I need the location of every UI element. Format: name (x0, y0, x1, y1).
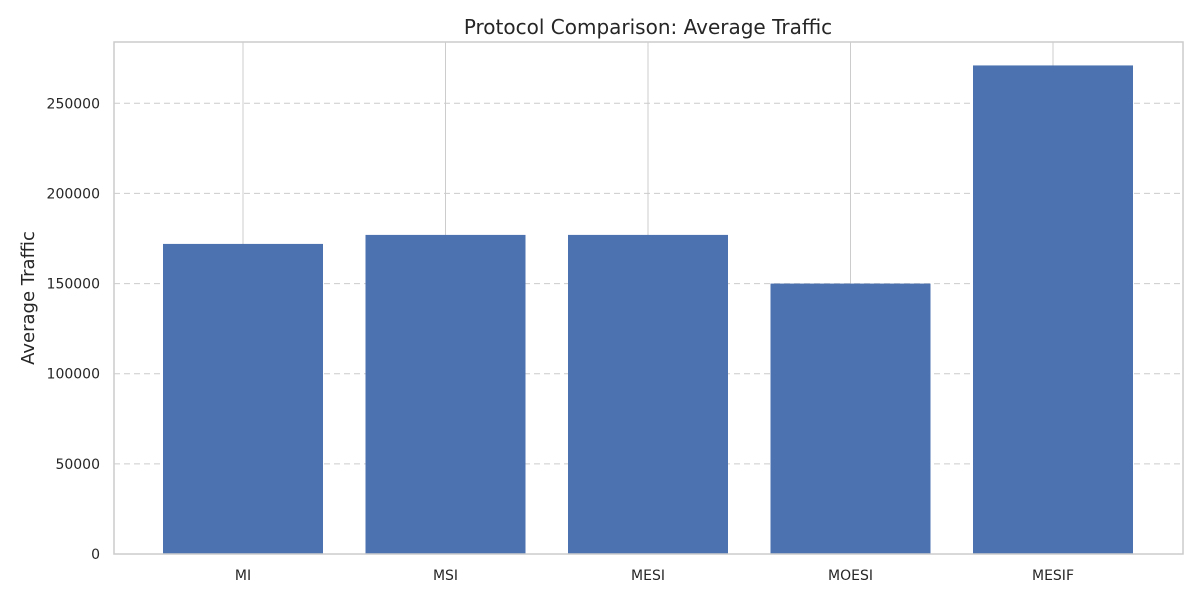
x-tick-label: MESIF (1032, 568, 1074, 584)
y-axis-ticks: 0 50000 100000 150000 200000 250000 (47, 96, 100, 563)
y-tick-label: 200000 (47, 186, 100, 202)
chart-title: Protocol Comparison: Average Traffic (464, 15, 832, 39)
y-tick-label: 250000 (47, 96, 100, 112)
bar-moesi (770, 283, 931, 554)
y-tick-label: 150000 (47, 277, 100, 293)
plot-frame (113, 41, 1184, 555)
bars-layer (163, 65, 1133, 555)
y-tick-label: 100000 (47, 367, 100, 383)
y-axis-label: Average Traffic (18, 231, 39, 365)
x-axis-ticks: MI MSI MESI MOESI MESIF (235, 568, 1074, 584)
bar-msi (365, 234, 526, 554)
bar-mi (163, 243, 323, 554)
x-tick-label: MOESI (828, 568, 873, 584)
x-tick-label: MSI (433, 568, 458, 584)
y-tick-label: 0 (91, 547, 100, 563)
y-tick-label: 50000 (55, 457, 100, 473)
bar-mesi (568, 234, 728, 554)
x-tick-label: MI (235, 568, 251, 584)
x-tick-label: MESI (631, 568, 665, 584)
bar-mesif (973, 65, 1133, 555)
